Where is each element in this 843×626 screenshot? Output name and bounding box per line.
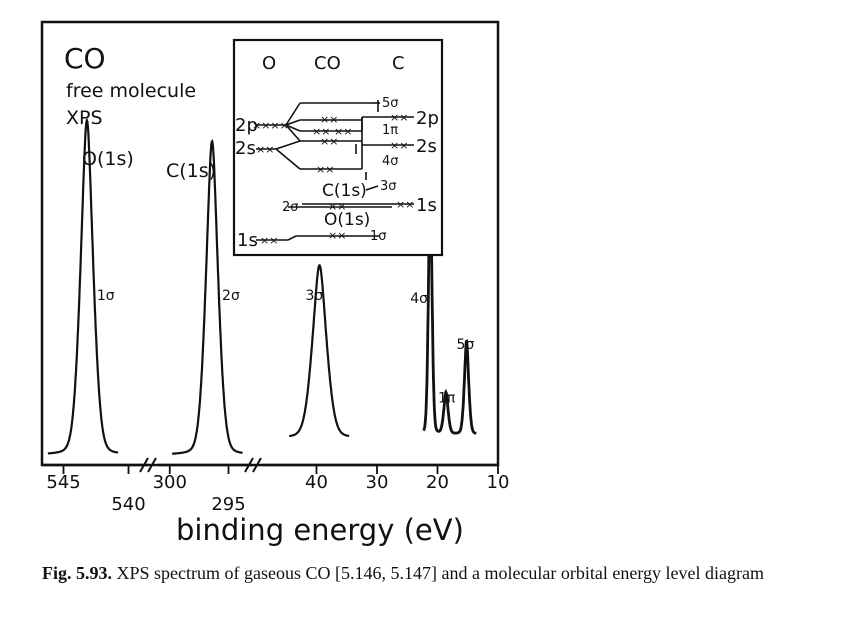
axis-break-marks	[139, 457, 262, 473]
spectrum-curves	[47, 117, 477, 455]
mo-label-3sigma: 3σ	[380, 179, 397, 194]
caption-text: XPS spectrum of gaseous CO [5.146, 5.147…	[112, 563, 765, 583]
peak-label-3sigma: 3σ	[305, 288, 323, 304]
mo-right-2p: 2p	[416, 108, 439, 129]
mo-right-1s: 1s	[416, 195, 437, 216]
x-tick-label-30: 30	[366, 472, 389, 493]
mo-label-1pi: 1π	[382, 123, 398, 138]
curve-c1s	[172, 138, 243, 455]
mo-col-c: C	[392, 53, 405, 74]
o1s-peak-label: O(1s)	[82, 148, 134, 170]
peak-label-4sigma: 4σ	[410, 291, 428, 307]
peak-label-1sigma: 1σ	[97, 288, 115, 304]
mo-level-lines	[256, 100, 414, 241]
svg-text:××××: ××××	[252, 119, 289, 132]
mo-diagram-frame	[232, 38, 444, 257]
x-axis-label: binding energy (eV)	[176, 513, 464, 547]
x-tick-label-540: 540	[111, 494, 145, 515]
x-tick-label-545: 545	[46, 472, 80, 493]
x-tick-label-10: 10	[487, 472, 510, 493]
svg-text:××: ××	[260, 234, 278, 247]
mo-label-1sigma: 1σ	[370, 229, 387, 244]
xps-label: XPS	[66, 107, 103, 129]
svg-text:××: ××	[320, 113, 338, 126]
x-tick-label-295: 295	[211, 494, 245, 515]
mo-col-co: CO	[314, 53, 341, 74]
caption-label: Fig. 5.93.	[42, 563, 112, 583]
svg-text:××: ××	[328, 200, 346, 213]
mo-right-2s: 2s	[416, 136, 437, 157]
x-tick-label-20: 20	[426, 472, 449, 493]
peak-label-2sigma: 2σ	[222, 288, 240, 304]
mo-label-4sigma: 4σ	[382, 154, 399, 169]
svg-text:××: ××	[390, 139, 408, 152]
peak-label-1pi: 1π	[438, 391, 456, 407]
mo-electrons: ×××× ×× ×× ×× ×× ×× ×× ×× ×× ×× ×× ×× ××	[252, 111, 414, 247]
mo-core-c1s: C(1s)	[322, 181, 367, 201]
mo-label-5sigma: 5σ	[382, 96, 399, 111]
svg-text:××: ××	[328, 229, 346, 242]
svg-text:××: ××	[312, 125, 330, 138]
svg-text:××: ××	[334, 125, 352, 138]
svg-text:××: ××	[390, 111, 408, 124]
free-molecule-label: free molecule	[66, 80, 196, 102]
curve-o1s	[47, 117, 119, 455]
mo-left-1s: 1s	[237, 230, 258, 251]
x-tick-label-40: 40	[305, 472, 328, 493]
figure-caption: Fig. 5.93. XPS spectrum of gaseous CO [5…	[42, 563, 822, 584]
svg-text:××: ××	[396, 198, 414, 211]
x-ticks: 545 540 300 295 40 30 20 10	[46, 465, 509, 515]
curve-valence-outer	[422, 175, 477, 435]
mo-label-2sigma: 2σ	[282, 200, 299, 215]
svg-text:××: ××	[256, 143, 274, 156]
mo-left-2s: 2s	[235, 138, 256, 159]
svg-text:××: ××	[320, 135, 338, 148]
mo-diagram: O CO C	[232, 38, 444, 257]
c1s-peak-label: C(1s)	[166, 160, 216, 182]
curve-valence-3sigma	[288, 263, 350, 438]
mo-core-o1s: O(1s)	[324, 210, 370, 230]
molecule-label: CO	[64, 42, 106, 75]
mo-left-2p: 2p	[235, 115, 258, 136]
peak-label-5sigma: 5σ	[457, 337, 475, 353]
svg-text:××: ××	[316, 163, 334, 176]
mo-col-o: O	[262, 53, 276, 74]
xps-figure: CO free molecule XPS O(1s) C(1s) 1σ 2σ 3…	[40, 20, 509, 547]
x-tick-label-300: 300	[153, 472, 187, 493]
